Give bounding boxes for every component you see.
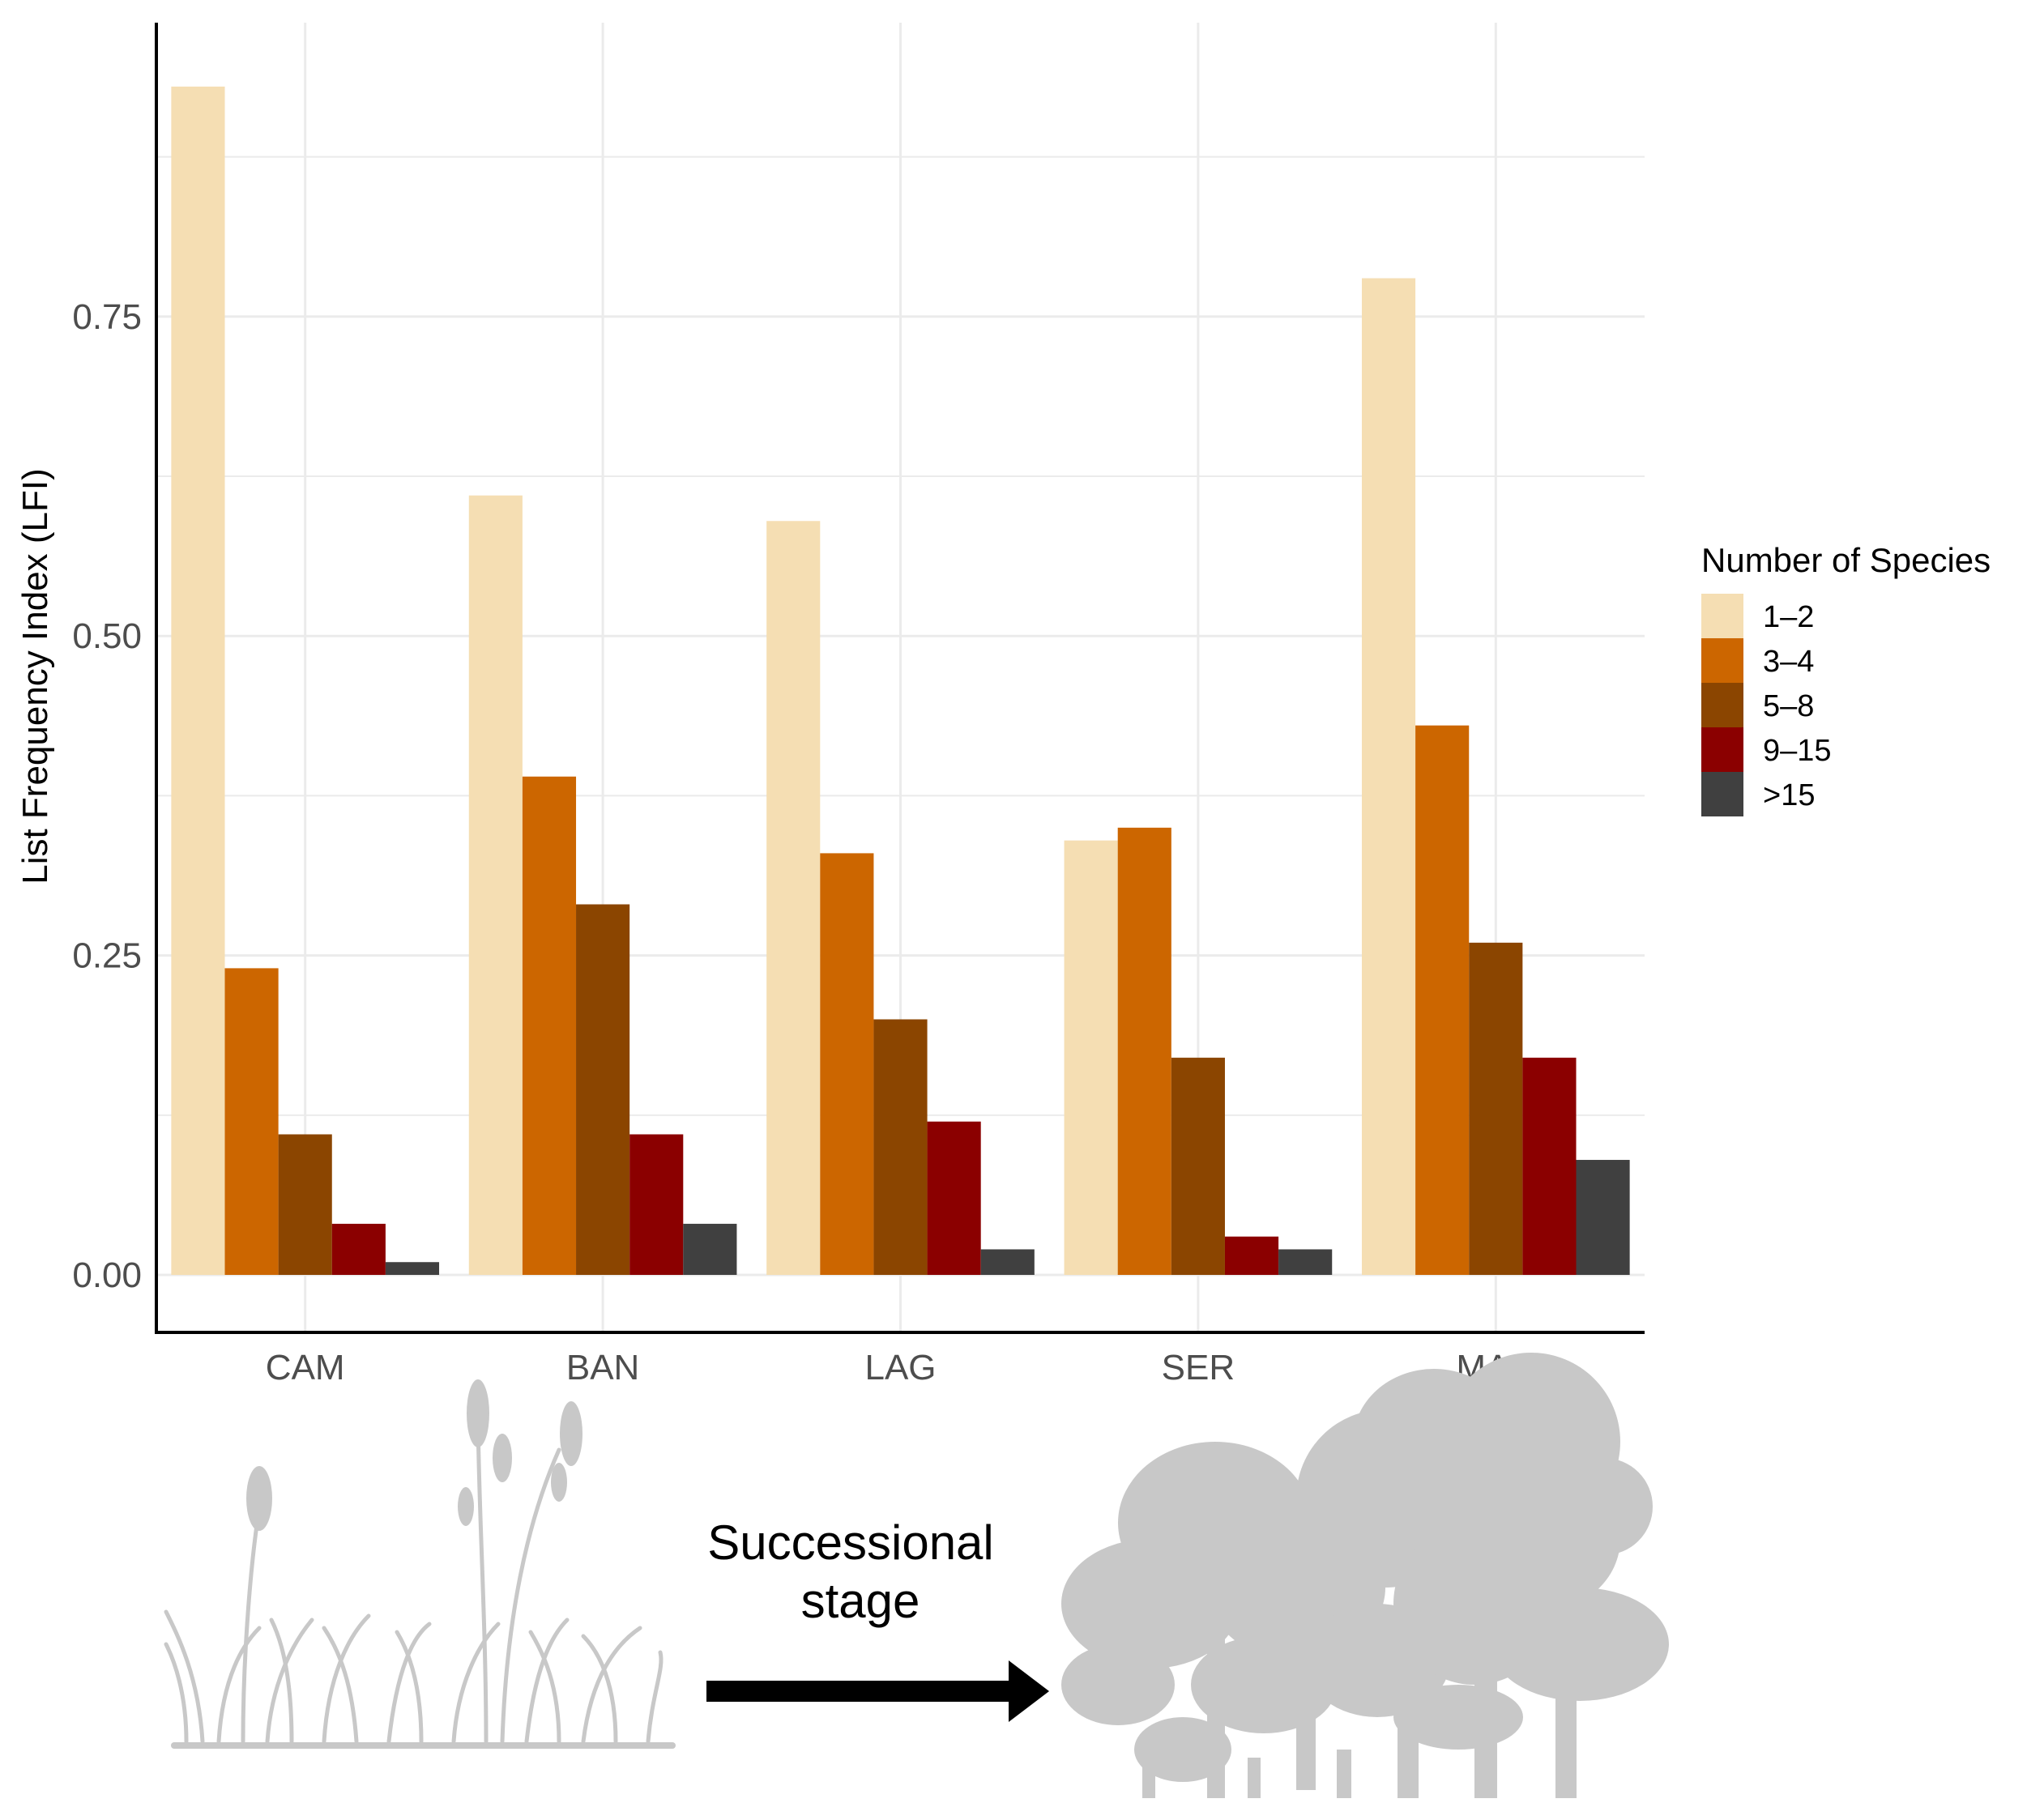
- y-tick-label: 0.00: [72, 1255, 142, 1295]
- bar-ban-5: [683, 1223, 737, 1276]
- x-tick-label: BAN: [566, 1348, 639, 1387]
- bar-lag-2: [820, 853, 874, 1276]
- y-tick-label: 0.25: [72, 936, 142, 976]
- y-tick-labels: 0.00 0.25 0.50 0.75: [72, 297, 142, 1295]
- axes: [155, 23, 1645, 1334]
- bar-lag-1: [766, 521, 821, 1276]
- bar-mac-3: [1469, 942, 1523, 1276]
- legend-key: [1701, 772, 1743, 816]
- bar-mac-1: [1361, 278, 1416, 1276]
- bar-ser-1: [1064, 840, 1118, 1276]
- bar-lag-3: [873, 1019, 928, 1276]
- bars-group: [171, 86, 1630, 1276]
- bar-cam-5: [385, 1262, 440, 1276]
- legend-label: >15: [1763, 778, 1815, 812]
- grass-icon: [164, 1379, 676, 1749]
- bar-mac-4: [1522, 1057, 1577, 1276]
- bar-lag-5: [980, 1249, 1035, 1276]
- y-tick-label: 0.50: [72, 616, 142, 656]
- bar-cam-4: [331, 1223, 386, 1276]
- legend-title: Number of Species: [1701, 541, 1991, 579]
- caption-line-2: stage: [801, 1574, 920, 1628]
- legend-label: 5–8: [1763, 689, 1814, 723]
- bar-ser-2: [1117, 827, 1171, 1276]
- bar-ban-1: [468, 495, 523, 1276]
- legend-key: [1701, 638, 1743, 683]
- legend: Number of Species 1–2 3–4 5–8 9–15 >15: [1701, 541, 1991, 816]
- bar-cam-2: [224, 968, 279, 1276]
- y-axis-title: List Frequency Index (LFI): [15, 468, 55, 884]
- legend-label: 1–2: [1763, 600, 1814, 634]
- caption-line-1: Successional: [707, 1515, 994, 1570]
- legend-key: [1701, 594, 1743, 638]
- bar-ban-4: [629, 1134, 684, 1276]
- legend-key: [1701, 683, 1743, 727]
- x-tick-label: CAM: [266, 1348, 345, 1387]
- bar-ban-3: [576, 904, 630, 1276]
- bar-mac-2: [1415, 725, 1470, 1276]
- bar-cam-3: [278, 1134, 332, 1276]
- legend-key: [1701, 727, 1743, 772]
- bar-ser-3: [1171, 1057, 1225, 1276]
- bar-ser-4: [1224, 1236, 1279, 1276]
- bar-ser-5: [1278, 1249, 1333, 1276]
- bar-ban-2: [522, 776, 577, 1276]
- x-tick-label: SER: [1162, 1348, 1235, 1387]
- x-tick-label: LAG: [864, 1348, 936, 1387]
- forest-trees-icon: [1061, 1353, 1669, 1798]
- y-tick-label: 0.75: [72, 297, 142, 337]
- bar-lag-4: [927, 1121, 981, 1276]
- legend-label: 9–15: [1763, 734, 1832, 768]
- legend-label: 3–4: [1763, 645, 1814, 679]
- bar-mac-5: [1576, 1160, 1630, 1276]
- bar-cam-1: [171, 86, 225, 1276]
- right-arrow-icon: [706, 1660, 1049, 1722]
- x-tick-labels: CAMBANLAGSERMAC: [266, 1348, 1535, 1387]
